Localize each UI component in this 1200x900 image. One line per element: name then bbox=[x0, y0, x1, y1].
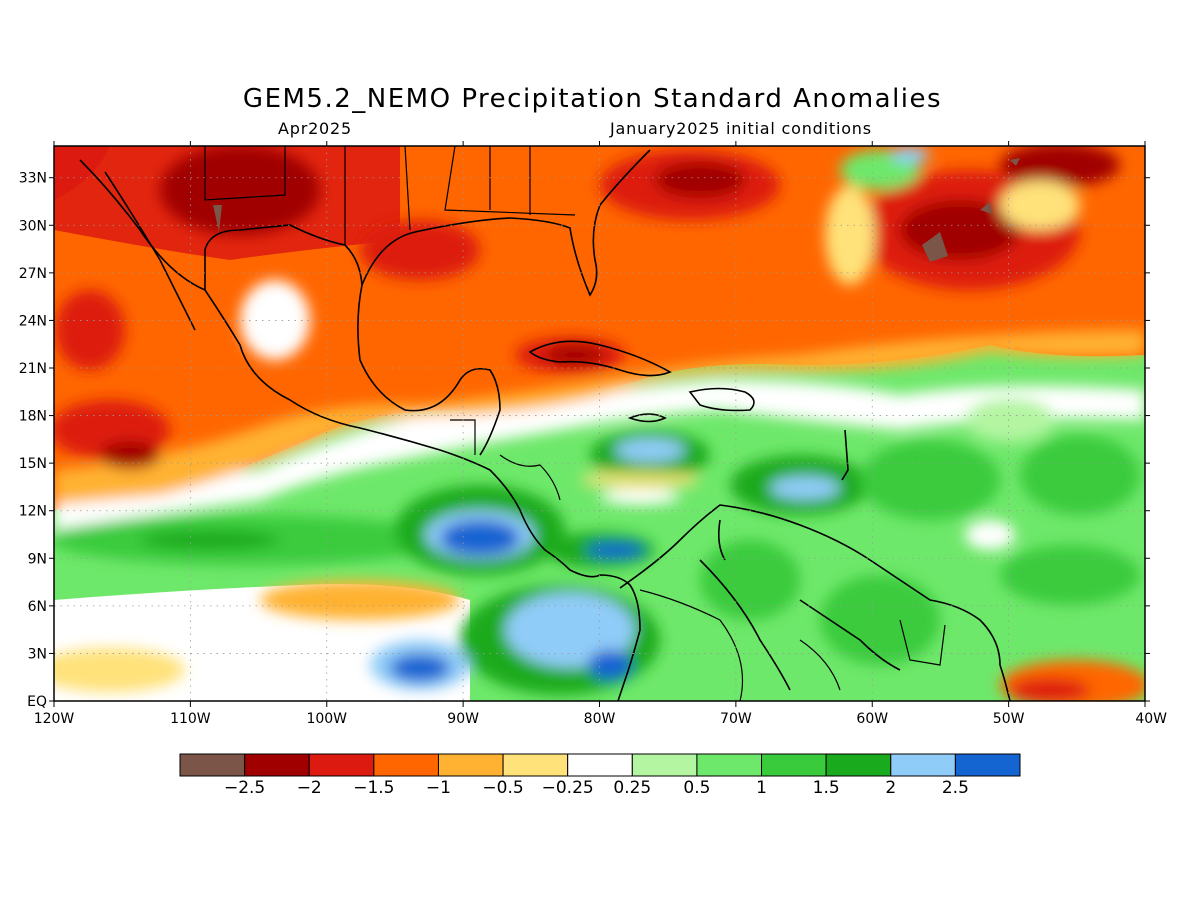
colorbar-swatch bbox=[890, 753, 956, 777]
initial-conditions-label: January2025 initial conditions bbox=[610, 119, 872, 138]
colorbar-label: −0.5 bbox=[482, 778, 523, 798]
colorbar-swatch bbox=[825, 753, 892, 777]
lon-tick-label: 110W bbox=[170, 711, 211, 727]
colorbar-label: −1.5 bbox=[353, 778, 394, 798]
colorbar-swatch bbox=[567, 753, 633, 777]
lat-tick-label: EQ bbox=[27, 694, 47, 710]
lon-tick-label: 90W bbox=[447, 711, 479, 727]
lat-tick-label: 24N bbox=[19, 313, 47, 329]
lon-tick-label: 80W bbox=[584, 711, 616, 727]
colorbar: −2.5 −2 −1.5 −1 −0.5 −0.25 0.25 0.5 1 1.5 2 2.5 bbox=[179, 753, 1021, 798]
colorbar-label: 1.5 bbox=[813, 778, 840, 798]
colorbar-label: −2.5 bbox=[224, 778, 265, 798]
lat-tick-label: 27N bbox=[19, 266, 47, 282]
colorbar-swatch bbox=[761, 753, 827, 777]
latitude-axis: 33N 30N 27N 24N 21N 18N 15N 12N 9N 6N 3N EQ bbox=[19, 171, 1150, 710]
lat-tick-label: 9N bbox=[28, 551, 47, 567]
graticule bbox=[54, 146, 1145, 701]
lat-tick-label: 15N bbox=[19, 456, 47, 472]
lat-tick-label: 21N bbox=[19, 361, 47, 377]
lat-tick-label: 30N bbox=[19, 218, 47, 234]
lon-tick-label: 100W bbox=[306, 711, 347, 727]
lon-tick-label: 40W bbox=[1135, 711, 1167, 727]
lon-tick-label: 60W bbox=[856, 711, 888, 727]
colorbar-label: 0.25 bbox=[613, 778, 651, 798]
lat-tick-label: 3N bbox=[28, 646, 47, 662]
map-title: GEM5.2_NEMO Precipitation Standard Anoma… bbox=[242, 84, 943, 114]
colorbar-label: −2 bbox=[297, 778, 322, 798]
colorbar-label: 2 bbox=[885, 778, 896, 798]
lat-tick-label: 18N bbox=[19, 409, 47, 425]
colorbar-label: −0.25 bbox=[542, 778, 594, 798]
valid-month-label: Apr2025 bbox=[278, 119, 352, 138]
colorbar-swatch bbox=[244, 753, 310, 777]
extreme-spots bbox=[213, 158, 1020, 262]
lat-tick-label: 12N bbox=[19, 504, 47, 520]
colorbar-swatch bbox=[179, 753, 246, 777]
lat-tick-label: 6N bbox=[28, 599, 47, 615]
colorbar-swatch bbox=[502, 753, 569, 777]
coastlines bbox=[79, 149, 1011, 701]
lat-tick-label: 33N bbox=[19, 171, 47, 187]
colorbar-swatch bbox=[373, 753, 439, 777]
colorbar-label: 2.5 bbox=[942, 778, 969, 798]
anomaly-blobs bbox=[54, 146, 1145, 701]
colorbar-label: 0.5 bbox=[683, 778, 710, 798]
colorbar-swatch bbox=[954, 753, 1021, 777]
colorbar-swatch bbox=[308, 753, 375, 777]
colorbar-swatch bbox=[631, 753, 698, 777]
lon-tick-label: 120W bbox=[34, 711, 75, 727]
colorbar-swatch bbox=[696, 753, 763, 777]
colorbar-label: 1 bbox=[756, 778, 767, 798]
colorbar-label: −1 bbox=[426, 778, 451, 798]
lon-tick-label: 70W bbox=[720, 711, 752, 727]
colorbar-swatch bbox=[437, 753, 504, 777]
longitude-axis: 120W 110W 100W 90W 80W 70W 60W 50W 40W bbox=[34, 141, 1167, 727]
lon-tick-label: 50W bbox=[993, 711, 1025, 727]
